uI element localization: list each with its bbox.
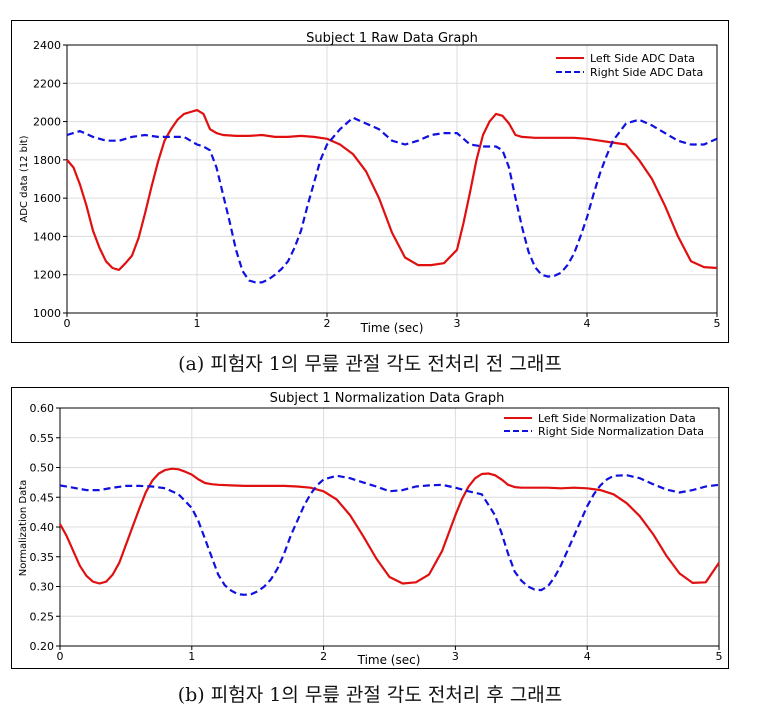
raw-data-chart-figure: Subject 1 Raw Data Graph 1000 1200 1400 160… [11, 20, 729, 343]
y-tick-label: 1200 [33, 269, 61, 282]
chart-title: Subject 1 Normalization Data Graph [270, 391, 505, 406]
grid [59, 407, 720, 647]
x-tick-label: 0 [57, 650, 64, 663]
x-tick-label: 2 [324, 317, 331, 330]
x-tick-label: 5 [716, 650, 723, 663]
y-tick-label: 0.45 [30, 491, 55, 504]
x-tick-label: 1 [194, 317, 201, 330]
legend: Left Side Normalization Data Right Side … [504, 412, 704, 438]
x-tick-label: 4 [584, 317, 591, 330]
series-lines [59, 467, 720, 596]
series-lines [66, 108, 718, 284]
legend: Left Side ADC Data Right Side ADC Data [556, 52, 703, 79]
y-tick-label: 0.60 [30, 402, 55, 415]
series-line-left [59, 467, 720, 585]
x-axis-ticks: 0 1 2 3 4 5 [57, 646, 723, 663]
caption-a: (a) 피험자 1의 무릎 관절 각도 전처리 전 그래프 [178, 353, 562, 375]
y-tick-label: 0.50 [30, 462, 55, 475]
normalization-data-chart: Subject 1 Normalization Data Graph 0.200… [18, 391, 723, 667]
legend-label-right: Right Side Normalization Data [538, 425, 704, 438]
y-tick-label: 1800 [33, 154, 61, 167]
x-axis-ticks: 0 1 2 3 4 5 [64, 313, 721, 330]
legend-label-left: Left Side Normalization Data [538, 412, 696, 425]
x-tick-label: 4 [584, 650, 591, 663]
legend-label-right: Right Side ADC Data [590, 66, 703, 79]
y-axis-ticks: 0.20 0.25 0.30 0.35 0.40 0.45 0.50 0.55 0.60 [30, 402, 60, 653]
x-tick-label: 0 [64, 317, 71, 330]
y-tick-label: 1000 [33, 307, 61, 320]
x-tick-label: 5 [714, 317, 721, 330]
y-tick-label: 0.30 [30, 581, 55, 594]
y-axis-ticks: 1000 1200 1400 1600 1800 2000 2200 2400 [33, 39, 67, 320]
y-tick-label: 1600 [33, 192, 61, 205]
caption-b: (b) 피험자 1의 무릎 관절 각도 전처리 후 그래프 [177, 684, 563, 706]
series-line-right [66, 116, 718, 284]
x-tick-label: 3 [454, 317, 461, 330]
y-axis-label: ADC data (12 bit) [19, 135, 30, 222]
plot-area-frame [66, 44, 718, 314]
y-tick-label: 0.55 [30, 432, 55, 445]
y-tick-label: 2000 [33, 116, 61, 129]
x-tick-label: 2 [320, 650, 327, 663]
y-tick-label: 0.20 [30, 640, 55, 653]
chart-title: Subject 1 Raw Data Graph [306, 31, 478, 46]
x-tick-label: 3 [452, 650, 459, 663]
x-tick-label: 1 [188, 650, 195, 663]
legend-label-left: Left Side ADC Data [590, 52, 695, 65]
grid [66, 44, 718, 314]
normalization-chart-figure: Subject 1 Normalization Data Graph 0.20 0… [11, 387, 729, 669]
y-tick-label: 2200 [33, 77, 61, 90]
raw-data-chart: Subject 1 Raw Data Graph 1000 1200 1400 160… [19, 31, 721, 335]
y-tick-label: 0.25 [30, 610, 55, 623]
y-axis-label: Normalization Data [18, 480, 29, 577]
y-tick-label: 1400 [33, 230, 61, 243]
y-tick-label: 0.40 [30, 521, 55, 534]
y-tick-label: 2400 [33, 39, 61, 52]
series-line-left [66, 108, 718, 271]
y-tick-label: 0.35 [30, 551, 55, 564]
x-axis-label: Time (sec) [360, 321, 424, 335]
series-line-right [59, 474, 720, 596]
x-axis-label: Time (sec) [357, 653, 421, 667]
